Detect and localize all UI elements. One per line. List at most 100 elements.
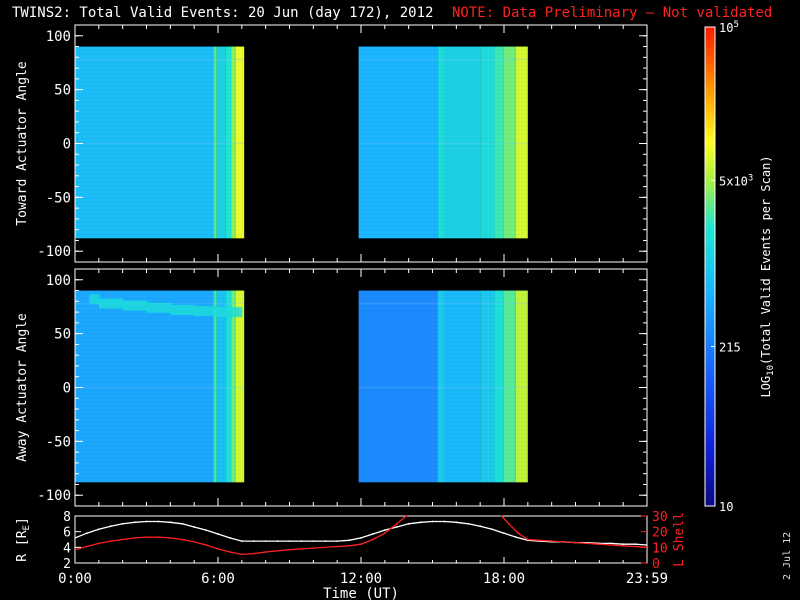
rshell-point — [503, 532, 505, 535]
lshell-point — [97, 542, 100, 545]
datestamp: 2 Jul 12 — [782, 531, 793, 580]
orbit-ytick-left-label: 8 — [63, 510, 71, 525]
rshell-point — [348, 539, 350, 542]
rshell-point — [312, 540, 315, 542]
colorbar-tick-label: 5x103 — [719, 173, 753, 188]
toward-panel: 100 50 0 -50 -100 Toward Actuator Angle — [15, 24, 648, 263]
away-band-segment — [89, 294, 100, 305]
orbit-ytick-right-label: 0 — [652, 557, 660, 572]
lshell-point — [121, 538, 124, 541]
orbit-ylabel-left-bracket: ] — [15, 517, 30, 525]
rshell-point — [479, 525, 482, 528]
lshell-point — [252, 552, 255, 555]
orbit-ylabel-right: L Shell — [672, 512, 687, 567]
rshell-point — [181, 522, 184, 525]
toward-ytick-label: -50 — [46, 190, 71, 206]
lshell-point — [217, 548, 219, 550]
orbit-ytick-right-label: 30 — [652, 510, 668, 525]
rshell-point — [300, 540, 303, 542]
toward-texture — [358, 46, 528, 239]
away-ytick-label: -50 — [46, 434, 71, 450]
orbit-ytick-right-label: 20 — [652, 526, 668, 541]
lshell-point — [348, 544, 350, 547]
rshell-point — [193, 526, 196, 528]
colorbar-tick-label: 10 — [719, 500, 733, 514]
rshell-point — [455, 521, 458, 524]
lshell-point — [574, 541, 577, 544]
lshell-point — [312, 547, 315, 549]
colorbar-label-sub: 10 — [766, 365, 776, 376]
colorbar-tick-base: 10 — [719, 21, 733, 35]
colorbar-tick-base: 215 — [719, 340, 741, 354]
rshell-point — [383, 529, 386, 531]
colorbar-tick-label: 105 — [719, 20, 739, 35]
toward-texture — [75, 46, 245, 239]
away-band-segment — [146, 302, 171, 313]
rshell-point — [133, 521, 136, 524]
rshell-point — [217, 533, 219, 535]
orbit-frame — [74, 515, 648, 564]
rshell-point — [646, 544, 647, 546]
rshell-point — [276, 540, 279, 542]
rshell-point — [229, 537, 231, 539]
lshell-point — [133, 537, 136, 539]
rshell-point — [336, 540, 339, 542]
orbit-ylabel-left-sub: E — [22, 525, 32, 530]
rshell-point — [145, 520, 148, 523]
rshell-point — [395, 526, 398, 528]
rshell-point — [86, 532, 88, 535]
rshell-point — [121, 522, 124, 525]
rshell-point — [443, 520, 446, 523]
lshell-point — [181, 538, 184, 541]
colorbar-label: LOG10(Total Valid Events per Scan) — [759, 155, 776, 397]
rshell-point — [169, 521, 172, 524]
lshell-point — [157, 536, 160, 538]
away-panel: 100 50 0 -50 -100 Away Actuator Angle — [15, 268, 648, 507]
away-texture — [358, 290, 528, 483]
rshell-point — [431, 520, 434, 523]
lshell-point — [240, 553, 243, 556]
away-texture — [75, 290, 245, 483]
lshell-point — [507, 522, 510, 525]
rshell-point — [407, 522, 410, 525]
orbit-xtick-label: 12:00 — [340, 571, 382, 587]
away-band-segment — [218, 307, 243, 318]
orbit-xlabel: Time (UT) — [323, 586, 399, 600]
rshell-point — [491, 528, 493, 531]
lshell-point — [169, 537, 172, 539]
rshell-point — [515, 536, 517, 538]
orbit-xtick-label: 6:00 — [201, 571, 235, 587]
away-band-segment — [122, 300, 147, 311]
rshell-point — [467, 522, 470, 525]
toward-ytick-label: -100 — [37, 244, 71, 260]
rshell-point — [157, 520, 160, 523]
rshell-point — [252, 540, 255, 542]
lshell-point — [145, 536, 148, 538]
colorbar-tick-base: 10 — [719, 500, 733, 514]
orbit-ylabel-left: R [RE] — [15, 517, 32, 562]
lshell-point — [336, 545, 339, 548]
lshell-point — [550, 540, 553, 542]
rshell-point — [622, 543, 625, 546]
rshell-point — [240, 540, 243, 542]
lshell-point — [86, 545, 88, 548]
rshell-point — [264, 540, 267, 542]
lshell-point — [526, 538, 529, 541]
rshell-point — [97, 528, 100, 531]
orbit-xtick-label: 18:00 — [483, 571, 525, 587]
rshell-point — [324, 540, 327, 542]
lshell-point — [383, 532, 386, 535]
title-main: TWINS2: Total Valid Events: 20 Jun (day … — [12, 5, 434, 21]
lshell-point — [205, 544, 208, 546]
toward-ytick-label: 100 — [46, 29, 71, 45]
lshell-point — [517, 532, 520, 535]
orbit-xtick-label: 23:59 — [626, 571, 668, 587]
lshell-point — [538, 539, 541, 542]
colorbar-tick-sup: 5 — [733, 20, 738, 30]
lshell-point — [109, 540, 112, 542]
lshell-point — [288, 548, 291, 551]
lshell-line — [75, 515, 647, 556]
lshell-point — [395, 522, 398, 525]
